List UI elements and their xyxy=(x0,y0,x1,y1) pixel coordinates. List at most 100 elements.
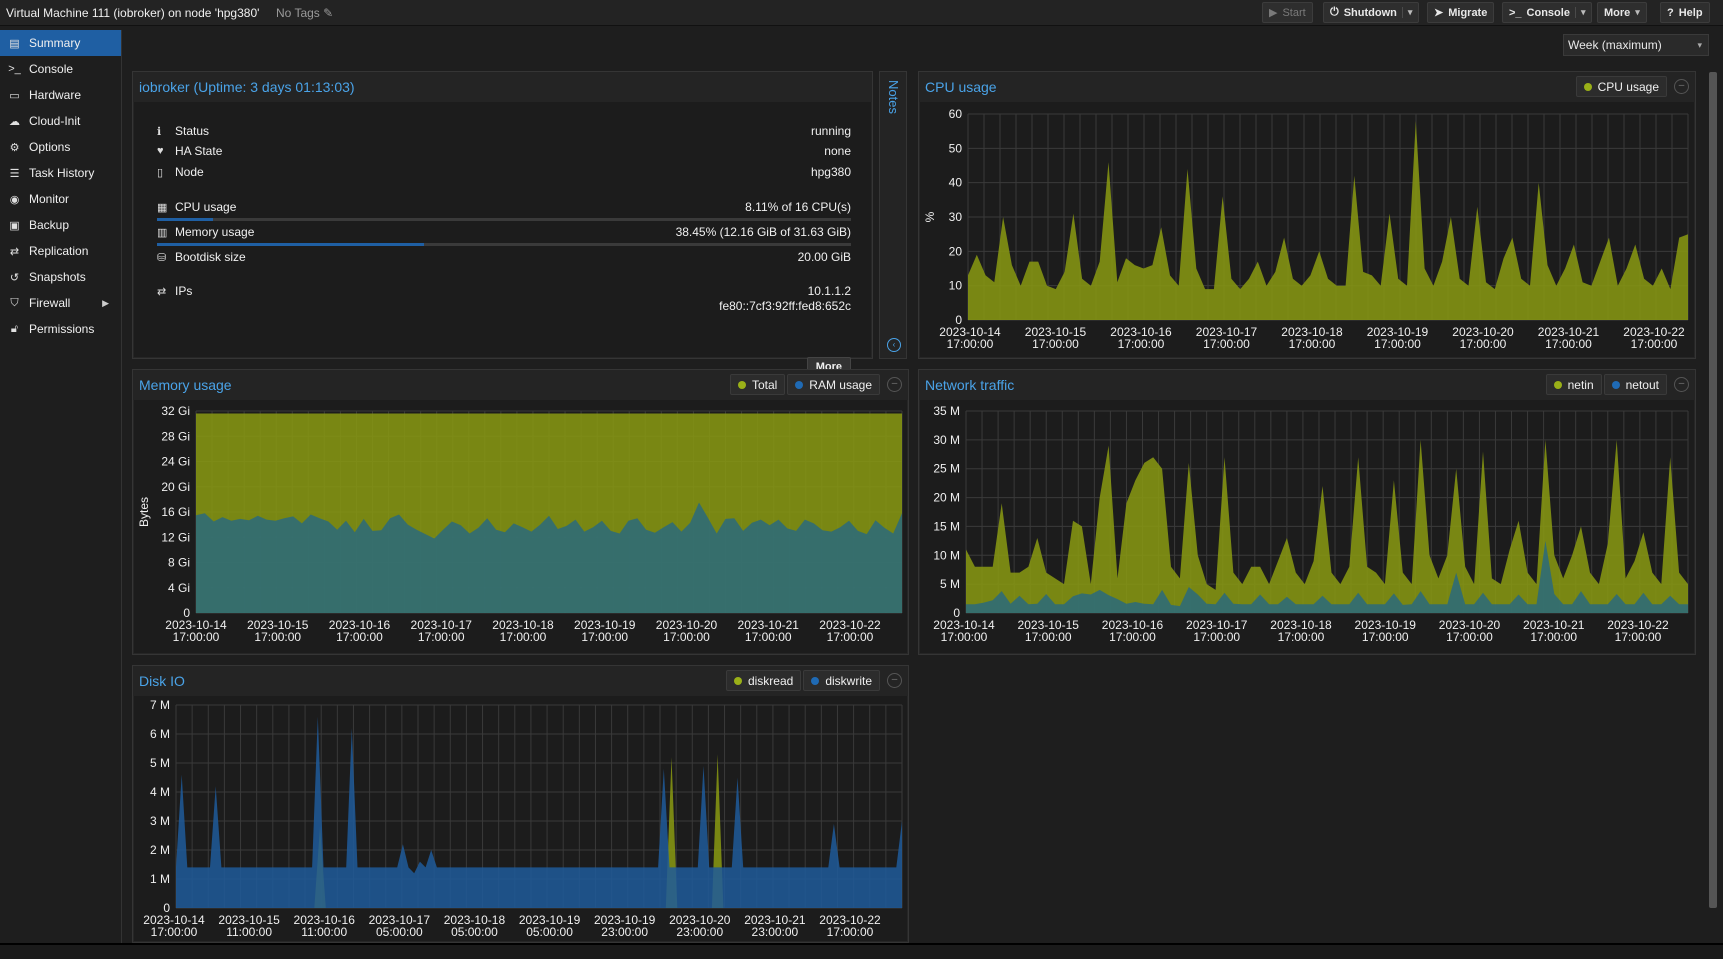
x-tick-label-time: 17:00:00 xyxy=(827,630,874,644)
memory-icon: ▥ xyxy=(157,226,168,239)
memory-chart-body: 0 4 Gi 8 Gi 12 Gi 16 Gi 20 Gi 24 Gi 28 Gi 32 Gi B… xyxy=(134,400,907,653)
x-tick-label: 2023-10-20 xyxy=(669,913,731,927)
legend-total[interactable]: Total xyxy=(729,374,786,395)
x-tick-label: 2023-10-22 xyxy=(819,618,881,632)
chevron-down-icon: ▾ xyxy=(1635,7,1640,17)
x-tick-label: 2023-10-21 xyxy=(738,618,800,632)
y-tick-label: 8 Gi xyxy=(168,556,190,570)
y-tick-label: 7 M xyxy=(150,698,170,712)
y-tick-label: 10 xyxy=(949,279,963,293)
legend-dot xyxy=(733,676,742,685)
legend-label: diskread xyxy=(747,673,794,688)
sidebar-item-cloud-init[interactable]: ☁ Cloud-Init xyxy=(0,108,121,134)
sidebar-item-summary[interactable]: ▤ Summary xyxy=(0,30,121,56)
y-tick-label: 30 M xyxy=(933,433,960,447)
migrate-button[interactable]: ➤ Migrate xyxy=(1427,2,1495,23)
collapse-icon[interactable]: – xyxy=(1674,377,1689,392)
exchange-icon: ⇄ xyxy=(157,285,167,298)
cpu-usage-panel: CPU usage CPU usage – 0 10 20 30 40 50 60% 2023… xyxy=(918,71,1696,359)
scrollbar-thumb[interactable] xyxy=(1709,72,1717,908)
chevron-down-icon[interactable]: ▾ xyxy=(1401,7,1412,18)
help-button[interactable]: ? Help xyxy=(1660,2,1710,23)
more-button[interactable]: More ▾ xyxy=(1597,2,1647,23)
y-tick-label: 28 Gi xyxy=(161,429,190,443)
x-tick-label: 2023-10-16 xyxy=(329,618,391,632)
memory-usage-bar xyxy=(157,243,851,246)
start-button[interactable]: ▶ Start xyxy=(1262,2,1313,23)
send-icon: ➤ xyxy=(1434,7,1444,19)
y-tick-label: 5 M xyxy=(150,756,170,770)
sidebar-item-permissions[interactable]: 🔓︎ Permissions xyxy=(0,316,121,342)
legend-ram-usage[interactable]: RAM usage xyxy=(787,374,880,395)
sidebar-item-label: Snapshots xyxy=(29,270,86,284)
legend-cpu-usage[interactable]: CPU usage xyxy=(1575,76,1667,97)
series-area-cpu-usage xyxy=(968,120,1688,321)
eye-icon: ◉ xyxy=(9,193,20,206)
notes-panel[interactable]: Notes ‹ xyxy=(879,71,907,359)
disk-chart-title: Disk IO xyxy=(139,673,185,689)
disk-io-panel: Disk IO diskread diskwrite – 0 1 M 2 M 3 M 4… xyxy=(132,665,909,943)
y-tick-label: 16 Gi xyxy=(161,505,190,519)
sidebar-item-monitor[interactable]: ◉ Monitor xyxy=(0,186,121,212)
x-tick-label-time: 17:00:00 xyxy=(1032,337,1079,351)
chevron-right-icon[interactable]: ▶ xyxy=(102,297,109,308)
page-scrollbar[interactable] xyxy=(1707,60,1719,940)
y-tick-label: 30 xyxy=(949,210,963,224)
y-tick-label: 40 xyxy=(949,176,963,190)
legend-diskread[interactable]: diskread xyxy=(725,670,802,691)
node-label: Node xyxy=(175,165,204,179)
x-tick-label: 2023-10-18 xyxy=(444,913,506,927)
x-tick-label-time: 17:00:00 xyxy=(1631,337,1678,351)
y-axis-label: % xyxy=(923,211,937,222)
timeframe-select[interactable]: Week (maximum) ▾ xyxy=(1563,34,1709,56)
sidebar-item-console[interactable]: >_ Console xyxy=(0,56,121,82)
sidebar-item-task-history[interactable]: ☰ Task History xyxy=(0,160,121,186)
sidebar-item-snapshots[interactable]: ↺ Snapshots xyxy=(0,264,121,290)
x-tick-label: 2023-10-19 xyxy=(1367,325,1429,339)
retweet-icon: ⇄ xyxy=(9,245,20,258)
y-tick-label: 12 Gi xyxy=(161,530,190,544)
y-axis-label: Bytes xyxy=(137,497,151,527)
chevron-left-icon[interactable]: ‹ xyxy=(887,338,901,352)
x-tick-label-time: 17:00:00 xyxy=(1545,337,1592,351)
x-tick-label-time: 23:00:00 xyxy=(752,925,799,939)
network-panel-header: Network traffic netin netout – xyxy=(919,370,1695,400)
chevron-down-icon[interactable]: ▾ xyxy=(1574,7,1585,18)
memory-legend: Total RAM usage xyxy=(729,374,880,395)
collapse-icon[interactable]: – xyxy=(887,673,902,688)
x-tick-label: 2023-10-20 xyxy=(656,618,718,632)
tags-label[interactable]: No Tags ✎ xyxy=(276,6,333,20)
sidebar-item-firewall[interactable]: ⛉ Firewall ▶ xyxy=(0,290,121,316)
sidebar-item-hardware[interactable]: ▭ Hardware xyxy=(0,82,121,108)
power-icon: ⏻ xyxy=(1330,6,1339,18)
y-tick-label: 2 M xyxy=(150,843,170,857)
unlock-icon: 🔓︎ xyxy=(10,322,19,335)
sidebar-item-options[interactable]: ⚙ Options xyxy=(0,134,121,160)
y-tick-label: 25 M xyxy=(933,462,960,476)
top-bar: Virtual Machine 111 (iobroker) on node '… xyxy=(0,0,1723,26)
console-button[interactable]: >_ Console ▾ xyxy=(1502,2,1593,23)
sidebar-item-backup[interactable]: ▣ Backup xyxy=(0,212,121,238)
sidebar-item-label: Options xyxy=(29,140,71,154)
x-tick-label-time: 17:00:00 xyxy=(1374,337,1421,351)
x-tick-label: 2023-10-20 xyxy=(1439,618,1501,632)
chevron-down-icon: ▾ xyxy=(1697,39,1702,50)
legend-diskwrite[interactable]: diskwrite xyxy=(803,670,880,691)
shutdown-button[interactable]: ⏻ Shutdown ▾ xyxy=(1323,2,1420,23)
sidebar-item-replication[interactable]: ⇄ Replication xyxy=(0,238,121,264)
status-panel-body: ℹ Status running ♥ HA State none ▯ Node hpg380… xyxy=(134,102,871,357)
cpu-panel-header: CPU usage CPU usage – xyxy=(919,72,1695,102)
pencil-icon[interactable]: ✎ xyxy=(323,6,334,20)
status-panel: iobroker (Uptime: 3 days 01:13:03) ℹ Stat… xyxy=(132,71,873,377)
cloud-icon: ☁ xyxy=(9,115,20,128)
collapse-icon[interactable]: – xyxy=(1674,79,1689,94)
node-row: ▯ Node hpg380 xyxy=(157,163,851,181)
cpu-chart-title: CPU usage xyxy=(925,79,997,95)
y-tick-label: 20 xyxy=(949,244,963,258)
legend-netout[interactable]: netout xyxy=(1603,374,1667,395)
disk-chart: 01 M2 M3 M4 M5 M6 M7 M2023-10-1417:00:00… xyxy=(143,698,903,939)
x-tick-label: 2023-10-16 xyxy=(294,913,356,927)
sidebar-item-label: Monitor xyxy=(29,192,70,206)
collapse-icon[interactable]: – xyxy=(887,377,902,392)
legend-netin[interactable]: netin xyxy=(1545,374,1602,395)
